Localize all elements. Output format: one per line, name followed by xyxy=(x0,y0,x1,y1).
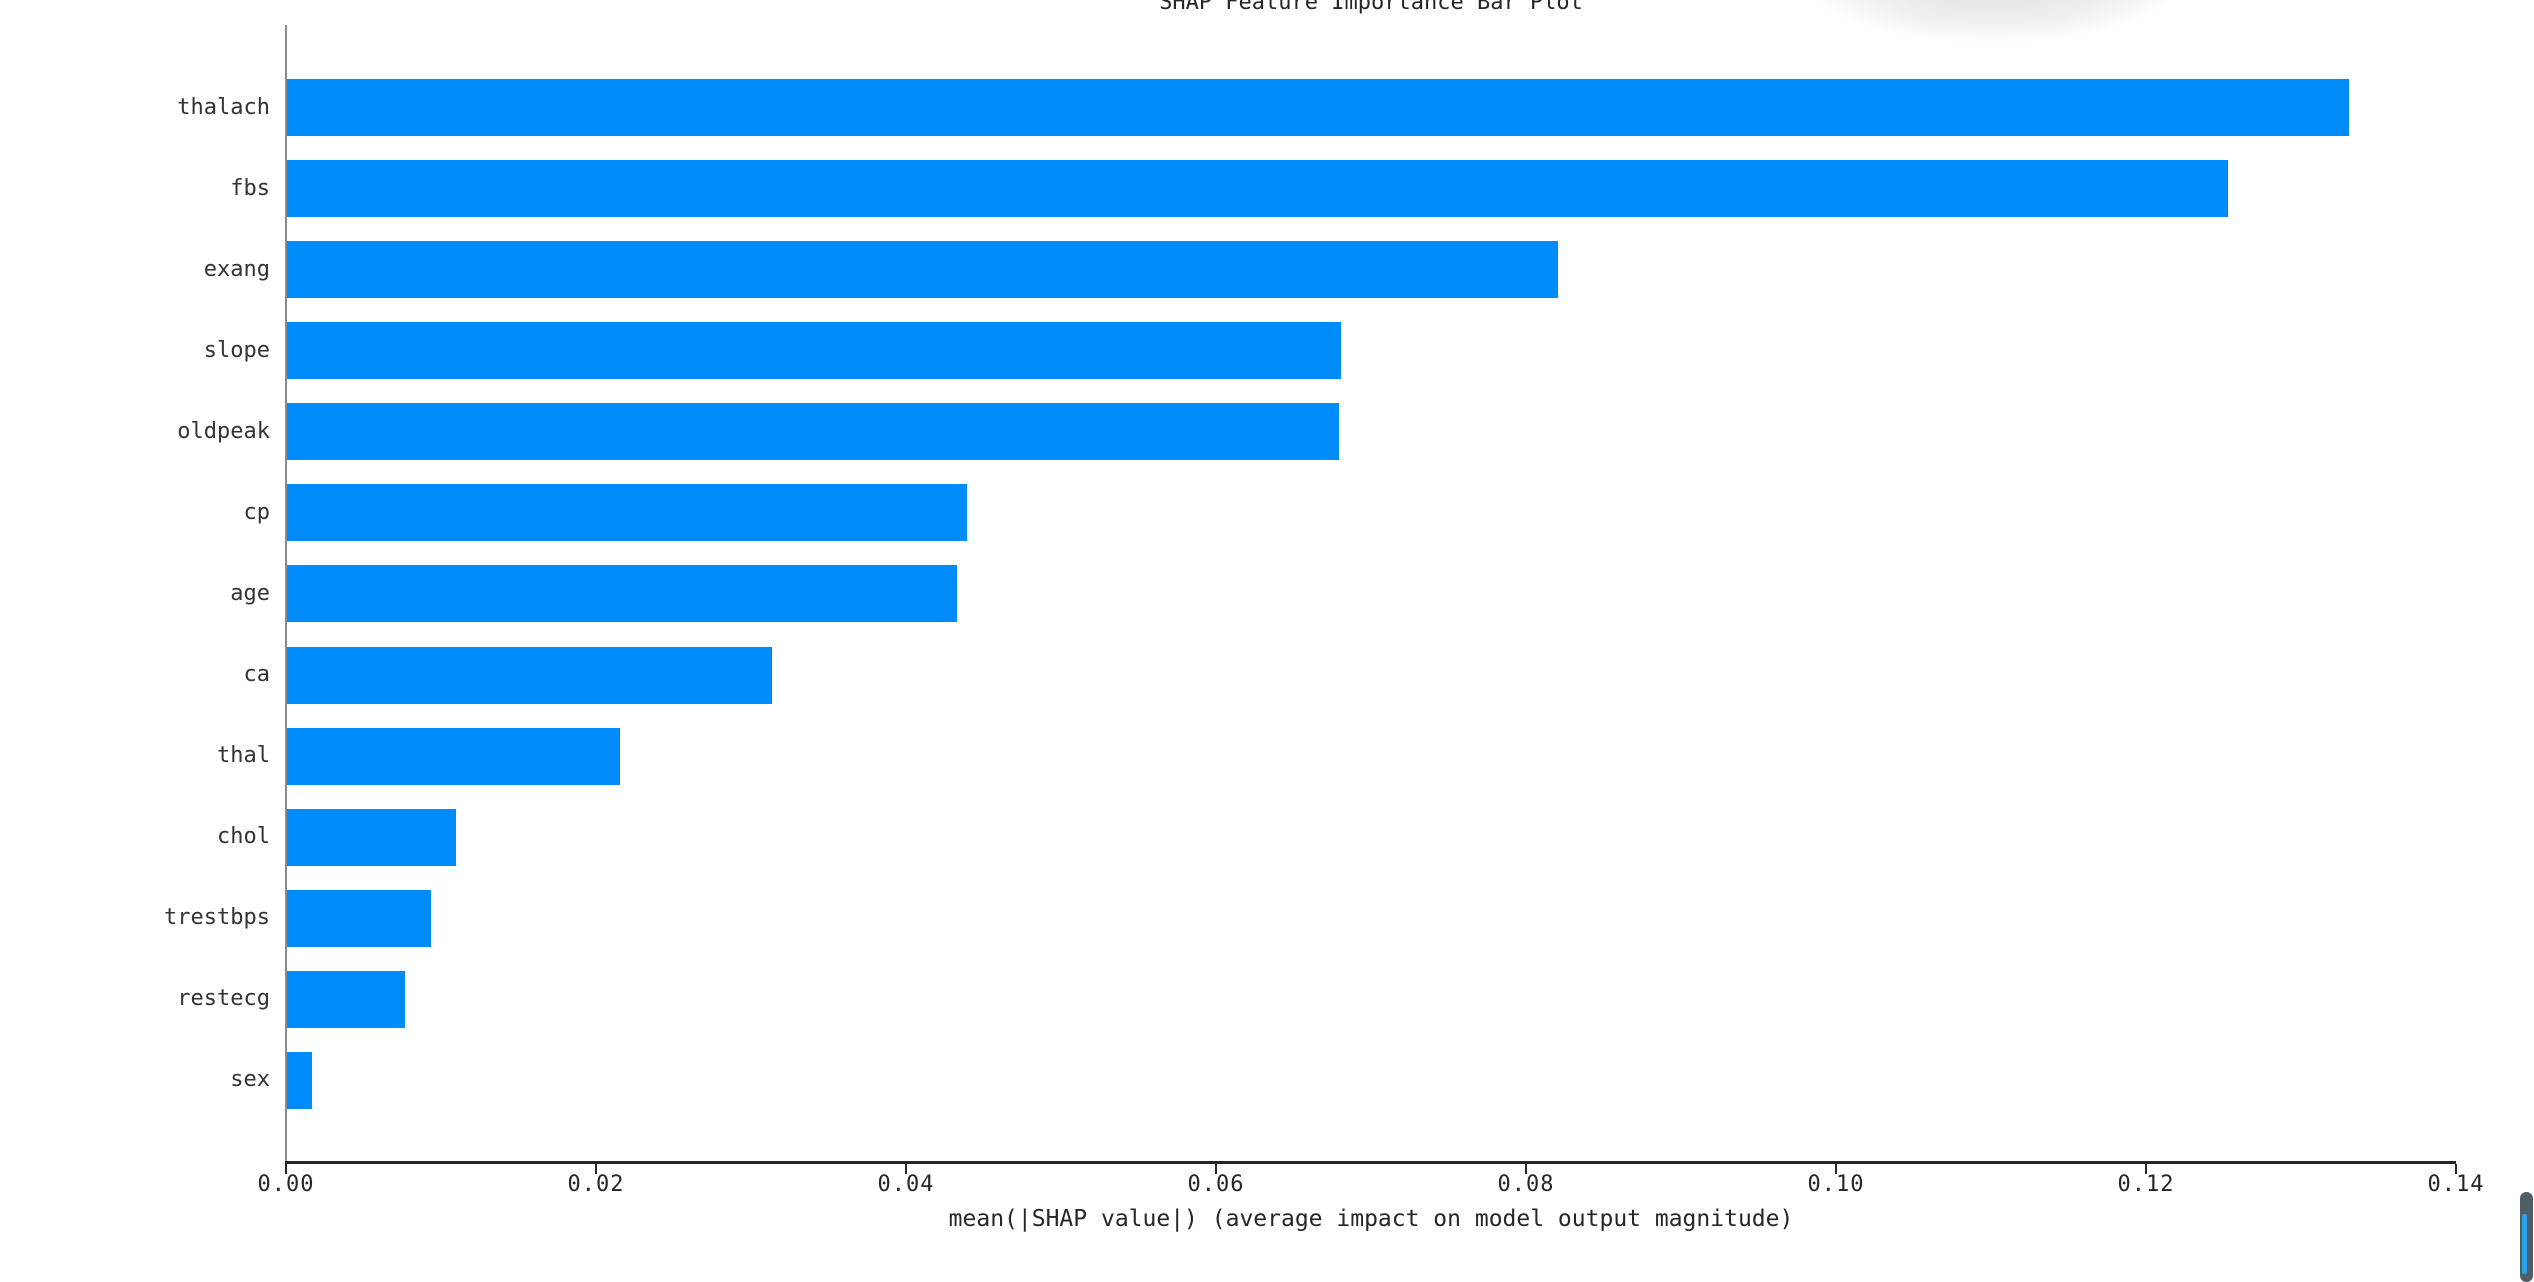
y-tick-label-cp: cp xyxy=(243,500,271,525)
y-tick-label-thal: thal xyxy=(217,743,270,768)
bar-oldpeak xyxy=(287,403,1339,460)
x-tick-mark-0.12 xyxy=(2145,1164,2147,1174)
y-tick-label-thalach: thalach xyxy=(177,95,270,120)
x-axis-title: mean(|SHAP value|) (average impact on mo… xyxy=(948,1206,1794,1232)
x-tick-mark-0.00 xyxy=(285,1164,287,1174)
y-tick-label-oldpeak: oldpeak xyxy=(177,419,270,444)
y-tick-label-chol: chol xyxy=(217,824,270,849)
x-tick-label-0.04: 0.04 xyxy=(877,1172,935,1197)
x-axis-line xyxy=(285,1161,2456,1164)
x-tick-mark-0.10 xyxy=(1835,1164,1837,1174)
scrollbar-progress-indicator xyxy=(2522,1214,2527,1274)
y-tick-label-sex: sex xyxy=(230,1067,270,1092)
bar-exang xyxy=(287,241,1558,298)
y-tick-label-fbs: fbs xyxy=(230,176,270,201)
x-tick-mark-0.02 xyxy=(595,1164,597,1174)
x-tick-label-0.08: 0.08 xyxy=(1497,1172,1555,1197)
x-tick-label-0.12: 0.12 xyxy=(2117,1172,2175,1197)
x-tick-label-0.06: 0.06 xyxy=(1187,1172,1245,1197)
bar-sex xyxy=(287,1052,312,1109)
bar-cp xyxy=(287,484,967,541)
x-tick-label-0.00: 0.00 xyxy=(257,1172,315,1197)
y-tick-label-exang: exang xyxy=(203,257,270,282)
bar-age xyxy=(287,565,957,622)
bar-chol xyxy=(287,809,456,866)
bar-trestbps xyxy=(287,890,431,947)
y-tick-label-restecg: restecg xyxy=(177,986,270,1011)
x-tick-mark-0.14 xyxy=(2455,1164,2457,1174)
bar-thalach xyxy=(287,79,2349,136)
bar-ca xyxy=(287,647,772,704)
x-tick-label-0.14: 0.14 xyxy=(2427,1172,2485,1197)
x-tick-label-0.10: 0.10 xyxy=(1807,1172,1865,1197)
x-tick-mark-0.06 xyxy=(1215,1164,1217,1174)
y-tick-label-ca: ca xyxy=(243,662,271,687)
x-tick-mark-0.08 xyxy=(1525,1164,1527,1174)
y-axis-spine xyxy=(285,25,287,1163)
x-tick-label-0.02: 0.02 xyxy=(567,1172,625,1197)
x-tick-mark-0.04 xyxy=(905,1164,907,1174)
y-tick-label-slope: slope xyxy=(203,338,270,363)
bar-slope xyxy=(287,322,1341,379)
chart-title: SHAP Feature Importance Bar Plot xyxy=(1159,0,1583,15)
bar-restecg xyxy=(287,971,405,1028)
bar-thal xyxy=(287,728,620,785)
bar-fbs xyxy=(287,160,2228,217)
y-tick-label-trestbps: trestbps xyxy=(164,905,270,930)
y-tick-label-age: age xyxy=(230,581,270,606)
